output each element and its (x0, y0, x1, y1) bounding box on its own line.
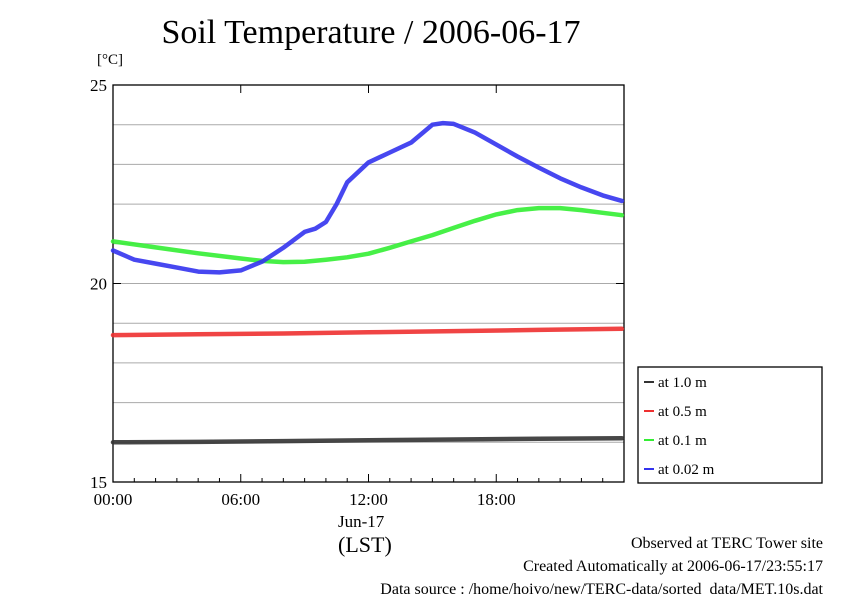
legend-label: at 0.5 m (658, 404, 707, 420)
series-line-2 (110, 205, 625, 265)
footer-observed: Observed at TERC Tower site (630, 535, 823, 552)
chart-title: Soil Temperature / 2006-06-17 (161, 14, 581, 51)
series-line-0 (110, 436, 625, 445)
y-tick-label: 15 (90, 473, 107, 492)
x-tick-label: 12:00 (349, 490, 388, 509)
axis-ticks: 15 20 25 00:00 06:00 12:00 18:00 (90, 76, 624, 509)
y-tick-label: 25 (90, 76, 107, 95)
date-label: Jun-17 (338, 512, 385, 531)
series-line-3 (110, 120, 625, 275)
x-axis-label: (LST) (338, 532, 392, 557)
legend-label: at 1.0 m (658, 375, 707, 391)
footer-source: Data source : /home/hoivo/new/TERC-data/… (380, 581, 823, 598)
series-line-1 (110, 326, 625, 338)
grid-lines (113, 124, 624, 443)
footer-created: Created Automatically at 2006-06-17/23:5… (523, 558, 823, 575)
y-axis-unit: [°C] (97, 52, 123, 68)
series-lines (110, 120, 625, 445)
x-tick-label: 06:00 (221, 490, 260, 509)
y-tick-label: 20 (90, 275, 107, 294)
legend-label: at 0.02 m (658, 462, 715, 478)
x-tick-label: 18:00 (477, 490, 516, 509)
x-tick-label: 00:00 (94, 490, 133, 509)
legend-box (637, 366, 823, 484)
legend-label: at 0.1 m (658, 433, 707, 449)
legend: at 1.0 m at 0.5 m at 0.1 m at 0.02 m (637, 366, 823, 484)
